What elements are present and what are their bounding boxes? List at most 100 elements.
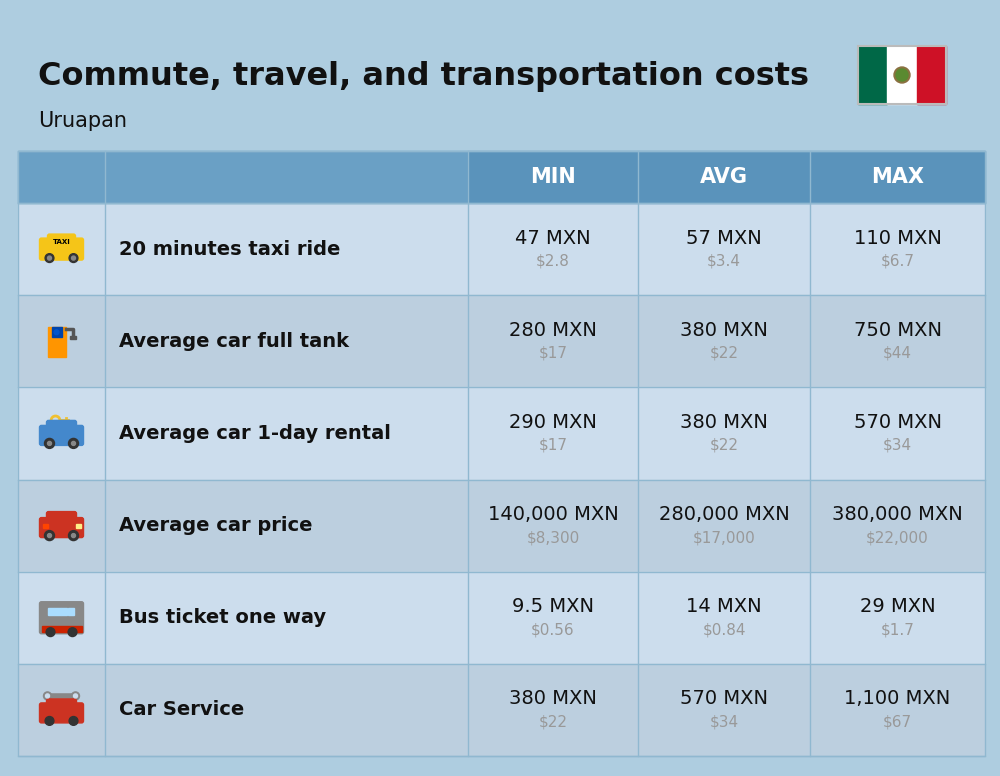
Bar (48, 327, 66, 357)
Text: AVG: AVG (700, 167, 748, 187)
Bar (18, 151, 468, 203)
FancyBboxPatch shape (40, 601, 84, 634)
Text: Uruapan: Uruapan (38, 111, 127, 131)
Circle shape (44, 438, 54, 449)
Text: Bus ticket one way: Bus ticket one way (119, 608, 326, 627)
Text: $22: $22 (538, 715, 568, 729)
Circle shape (72, 442, 76, 445)
Text: $34: $34 (883, 438, 912, 453)
Text: $1.7: $1.7 (881, 622, 914, 637)
Bar (48, 608, 54, 615)
Bar (18, 663, 985, 756)
Bar (42, 625, 82, 632)
Text: 380 MXN: 380 MXN (680, 320, 768, 340)
Text: 280,000 MXN: 280,000 MXN (659, 505, 789, 524)
Text: $67: $67 (883, 715, 912, 729)
Circle shape (68, 628, 77, 636)
Text: 380 MXN: 380 MXN (680, 413, 768, 432)
Text: 9.5 MXN: 9.5 MXN (512, 598, 594, 616)
Text: $17,000: $17,000 (693, 530, 755, 545)
Bar (68, 608, 74, 615)
Text: $22: $22 (710, 438, 738, 453)
Bar (887, 46, 917, 104)
Text: Average car 1-day rental: Average car 1-day rental (119, 424, 391, 443)
Circle shape (45, 254, 54, 262)
Text: 140,000 MXN: 140,000 MXN (488, 505, 618, 524)
Bar (18, 387, 985, 480)
Circle shape (46, 628, 55, 636)
FancyBboxPatch shape (46, 511, 76, 527)
Text: Car Service: Car Service (119, 701, 244, 719)
Text: 280 MXN: 280 MXN (509, 320, 597, 340)
Bar (18, 151, 985, 756)
Text: $22: $22 (710, 346, 738, 361)
Circle shape (68, 531, 78, 541)
Text: 47 MXN: 47 MXN (515, 229, 591, 248)
Text: 570 MXN: 570 MXN (680, 689, 768, 708)
Text: TAXI: TAXI (53, 239, 70, 245)
Text: MIN: MIN (530, 167, 576, 187)
Circle shape (44, 531, 54, 541)
Bar (18, 480, 985, 572)
Circle shape (894, 67, 910, 83)
Text: 14 MXN: 14 MXN (686, 598, 762, 616)
Text: MAX: MAX (871, 167, 924, 187)
Bar (917, 46, 946, 104)
Text: $44: $44 (883, 346, 912, 361)
FancyBboxPatch shape (40, 425, 84, 445)
Circle shape (48, 442, 52, 445)
FancyBboxPatch shape (46, 699, 76, 712)
Text: 57 MXN: 57 MXN (686, 229, 762, 248)
Text: $0.84: $0.84 (702, 622, 746, 637)
Bar (18, 203, 985, 295)
Circle shape (44, 692, 52, 700)
Text: 380,000 MXN: 380,000 MXN (832, 505, 963, 524)
Text: $22,000: $22,000 (866, 530, 929, 545)
Text: 290 MXN: 290 MXN (509, 413, 597, 432)
Bar (468, 151, 985, 203)
Circle shape (72, 534, 76, 538)
Circle shape (72, 692, 80, 700)
FancyBboxPatch shape (40, 238, 84, 260)
Text: Commute, travel, and transportation costs: Commute, travel, and transportation cost… (38, 61, 809, 92)
Text: Average car price: Average car price (119, 516, 312, 535)
Circle shape (46, 694, 50, 698)
FancyBboxPatch shape (48, 234, 76, 249)
Text: $2.8: $2.8 (536, 254, 570, 268)
Text: $3.4: $3.4 (707, 254, 741, 268)
Bar (52, 327, 62, 338)
Text: 110 MXN: 110 MXN (854, 229, 941, 248)
Bar (42, 524, 48, 528)
Bar (18, 572, 985, 663)
Circle shape (48, 534, 52, 538)
Bar (76, 524, 80, 528)
Text: $34: $34 (709, 715, 739, 729)
Circle shape (54, 330, 59, 334)
Text: 570 MXN: 570 MXN (854, 413, 942, 432)
Text: $17: $17 (538, 346, 568, 361)
Circle shape (48, 256, 52, 260)
Text: 20 minutes taxi ride: 20 minutes taxi ride (119, 240, 340, 258)
Circle shape (69, 254, 78, 262)
FancyBboxPatch shape (40, 703, 84, 723)
Circle shape (45, 716, 54, 726)
Text: 750 MXN: 750 MXN (854, 320, 942, 340)
Text: $8,300: $8,300 (526, 530, 580, 545)
Bar (858, 46, 887, 104)
Circle shape (74, 694, 78, 698)
Text: 1,100 MXN: 1,100 MXN (844, 689, 951, 708)
Bar (61, 608, 67, 615)
Text: $6.7: $6.7 (881, 254, 914, 268)
Text: Average car full tank: Average car full tank (119, 332, 349, 351)
Text: 380 MXN: 380 MXN (509, 689, 597, 708)
Text: $17: $17 (538, 438, 568, 453)
Bar (858, 46, 946, 104)
Circle shape (896, 69, 908, 81)
Text: $0.56: $0.56 (531, 622, 575, 637)
Text: 29 MXN: 29 MXN (860, 598, 935, 616)
Bar (18, 295, 985, 387)
Circle shape (69, 716, 78, 726)
Bar (54, 608, 61, 615)
Bar (70, 336, 76, 339)
FancyBboxPatch shape (46, 421, 76, 435)
